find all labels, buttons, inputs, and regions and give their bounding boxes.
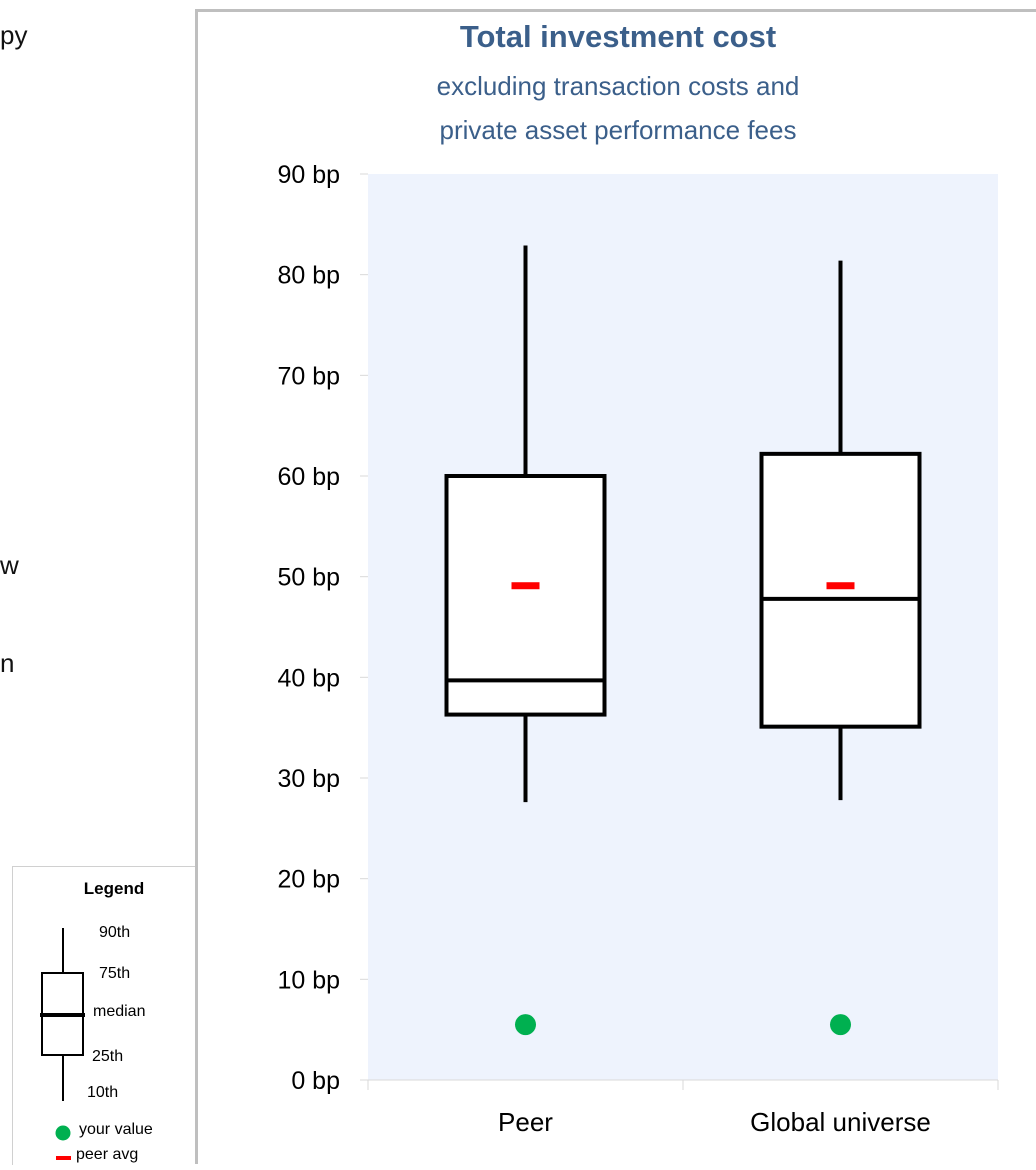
y-tick-label: 90 bp bbox=[277, 161, 340, 189]
chart-title: Total investment cost bbox=[460, 19, 776, 54]
legend-panel: Legend 90th 75th median 25th 10th your v… bbox=[12, 866, 196, 1165]
left-text-fragment-1: py bbox=[0, 20, 28, 50]
y-tick-label: 30 bp bbox=[277, 765, 340, 793]
y-tick-label: 70 bp bbox=[277, 362, 340, 390]
chart-subtitle-line-1: excluding transaction costs and bbox=[437, 71, 800, 101]
iqr-box bbox=[444, 474, 607, 717]
peer-avg-marker bbox=[826, 582, 855, 590]
legend-label-your-value: your value bbox=[79, 1121, 153, 1138]
x-category-label: Peer bbox=[498, 1107, 553, 1137]
y-tick-label: 40 bp bbox=[277, 664, 340, 692]
x-category-label: Global universe bbox=[750, 1107, 931, 1137]
your-value-marker bbox=[830, 1014, 851, 1036]
chart-subtitle-line-2: private asset performance fees bbox=[440, 115, 797, 145]
legend-label-p10: 10th bbox=[87, 1084, 118, 1101]
iqr-box bbox=[759, 451, 922, 729]
y-tick-label: 60 bp bbox=[277, 463, 340, 491]
y-tick-label: 80 bp bbox=[277, 262, 340, 290]
legend-label-p90: 90th bbox=[99, 924, 130, 941]
legend-title: Legend bbox=[84, 879, 144, 898]
y-tick-label: 0 bp bbox=[291, 1067, 340, 1095]
plot-area: 0 bp 10 bp 20 bp 30 bp 40 bp 50 bp 60 bp 70 bp 8… bbox=[277, 161, 999, 1137]
legend-label-median: median bbox=[93, 1003, 145, 1020]
legend-your-value-marker bbox=[55, 1125, 71, 1141]
y-tick-label: 10 bp bbox=[277, 966, 340, 994]
chart-canvas: Total investment cost excluding transact… bbox=[277, 19, 999, 1137]
left-text-fragment-3: n bbox=[0, 648, 15, 678]
legend-graphic: Legend 90th 75th median 25th 10th your v… bbox=[40, 879, 153, 1163]
your-value-marker bbox=[515, 1014, 536, 1036]
legend-label-p25: 25th bbox=[92, 1048, 123, 1065]
chart-frame: Total investment cost excluding transact… bbox=[195, 9, 1036, 1164]
peer-avg-marker bbox=[511, 582, 540, 590]
legend-label-p75: 75th bbox=[99, 965, 130, 982]
legend-label-peer-avg: peer avg bbox=[76, 1146, 138, 1163]
legend-peer-avg-marker bbox=[56, 1156, 71, 1160]
left-text-fragment-2: w bbox=[0, 550, 19, 580]
y-tick-label: 20 bp bbox=[277, 866, 340, 894]
y-tick-label: 50 bp bbox=[277, 564, 340, 592]
